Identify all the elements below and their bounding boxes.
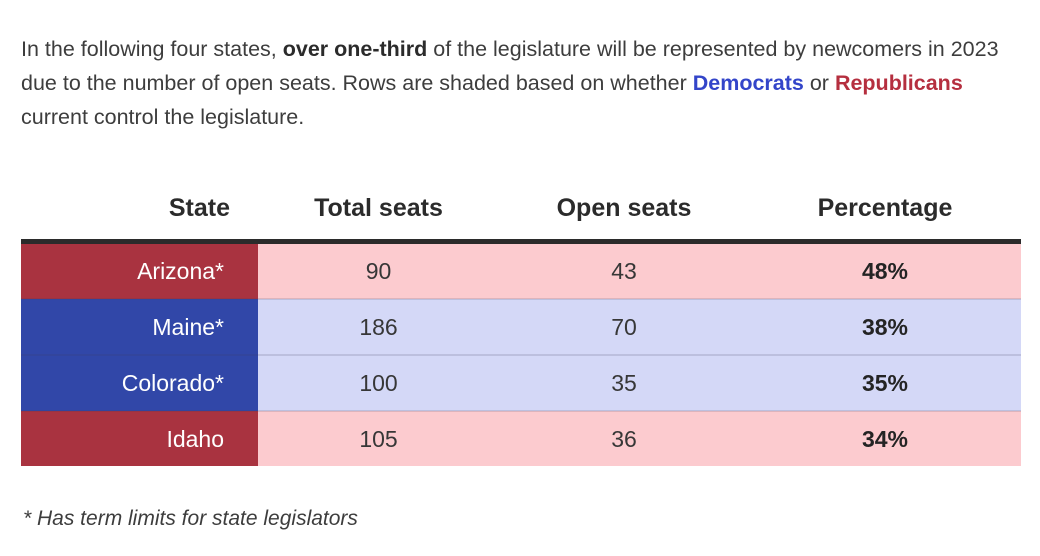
open-seats-cell: 35 bbox=[499, 354, 749, 411]
total-seats-cell: 186 bbox=[258, 298, 499, 355]
intro-text-segment: In the following four states, bbox=[21, 37, 283, 61]
percentage-cell: 48% bbox=[749, 241, 1021, 299]
column-header-open-seats: Open seats bbox=[499, 184, 749, 244]
intro-bold-segment: over one-third bbox=[282, 37, 428, 61]
open-seats-cell: 36 bbox=[499, 410, 749, 466]
table-row: Arizona* 90 43 48% bbox=[21, 241, 1021, 299]
table-row: Colorado* 100 35 35% bbox=[21, 354, 1021, 411]
intro-text-segment: or bbox=[803, 71, 835, 95]
state-cell: Maine* bbox=[21, 298, 258, 355]
percentage-cell: 38% bbox=[749, 298, 1021, 355]
intro-text-segment: current control the legislature. bbox=[21, 105, 305, 129]
intro-text-segment: of the legislature will be represented b… bbox=[21, 37, 999, 95]
state-cell: Colorado* bbox=[21, 354, 258, 411]
table-row: Maine* 186 70 38% bbox=[21, 298, 1021, 355]
republicans-label: Republicans bbox=[834, 71, 963, 95]
state-cell: Idaho bbox=[21, 410, 258, 466]
percentage-cell: 34% bbox=[749, 410, 1021, 466]
democrats-label: Democrats bbox=[692, 71, 804, 95]
percentage-cell: 35% bbox=[749, 354, 1021, 411]
column-header-total-seats: Total seats bbox=[258, 184, 499, 244]
intro-text: In the following four states, over one-t… bbox=[21, 32, 1021, 134]
total-seats-cell: 100 bbox=[258, 354, 499, 411]
table-header-row: State Total seats Open seats Percentage bbox=[21, 184, 1021, 244]
column-header-percentage: Percentage bbox=[749, 184, 1021, 244]
open-seats-cell: 70 bbox=[499, 298, 749, 355]
total-seats-cell: 105 bbox=[258, 410, 499, 466]
open-seats-table: State Total seats Open seats Percentage … bbox=[21, 184, 1021, 466]
table-row: Idaho 105 36 34% bbox=[21, 410, 1021, 466]
column-header-state: State bbox=[21, 184, 258, 244]
footnote: * Has term limits for state legislators bbox=[23, 507, 358, 530]
state-cell: Arizona* bbox=[21, 241, 258, 299]
open-seats-cell: 43 bbox=[499, 241, 749, 299]
total-seats-cell: 90 bbox=[258, 241, 499, 299]
